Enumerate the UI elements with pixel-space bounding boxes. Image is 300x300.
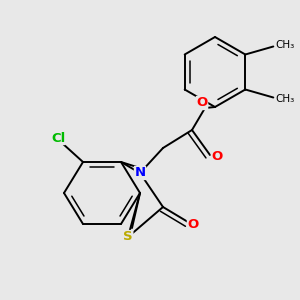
Text: O: O — [212, 151, 223, 164]
Text: CH₃: CH₃ — [275, 94, 295, 103]
Text: S: S — [123, 230, 133, 244]
Text: Cl: Cl — [51, 131, 65, 145]
Text: O: O — [188, 218, 199, 230]
Text: CH₃: CH₃ — [275, 40, 295, 50]
Text: O: O — [196, 97, 208, 110]
Text: N: N — [134, 167, 146, 179]
